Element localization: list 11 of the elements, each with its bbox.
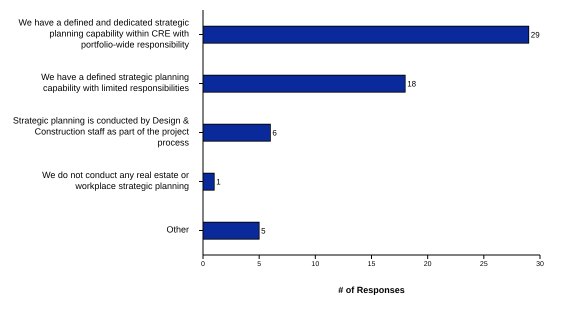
y-tick-label: Strategic planning is conducted by Design & Construction staff as part of the project process — [12, 116, 190, 148]
y-tick-label: We have a defined strategic planning capability with limited responsibilities — [41, 72, 190, 94]
y-tick-label: We have a defined and dedicated strategic planning capability within CRE with portfolio-wide responsibility — [18, 18, 190, 50]
data-label: 6 — [272, 128, 278, 138]
y-tick-label: We do not conduct any real estate or workplace strategic planning — [42, 170, 189, 192]
data-label: 1 — [216, 178, 222, 187]
y-tick-label: Other — [166, 224, 189, 235]
data-label: 29 — [530, 30, 540, 40]
x-axis-title: # of Responses — [338, 285, 405, 295]
data-label: 18 — [407, 80, 417, 89]
data-label: 5 — [261, 226, 266, 236]
